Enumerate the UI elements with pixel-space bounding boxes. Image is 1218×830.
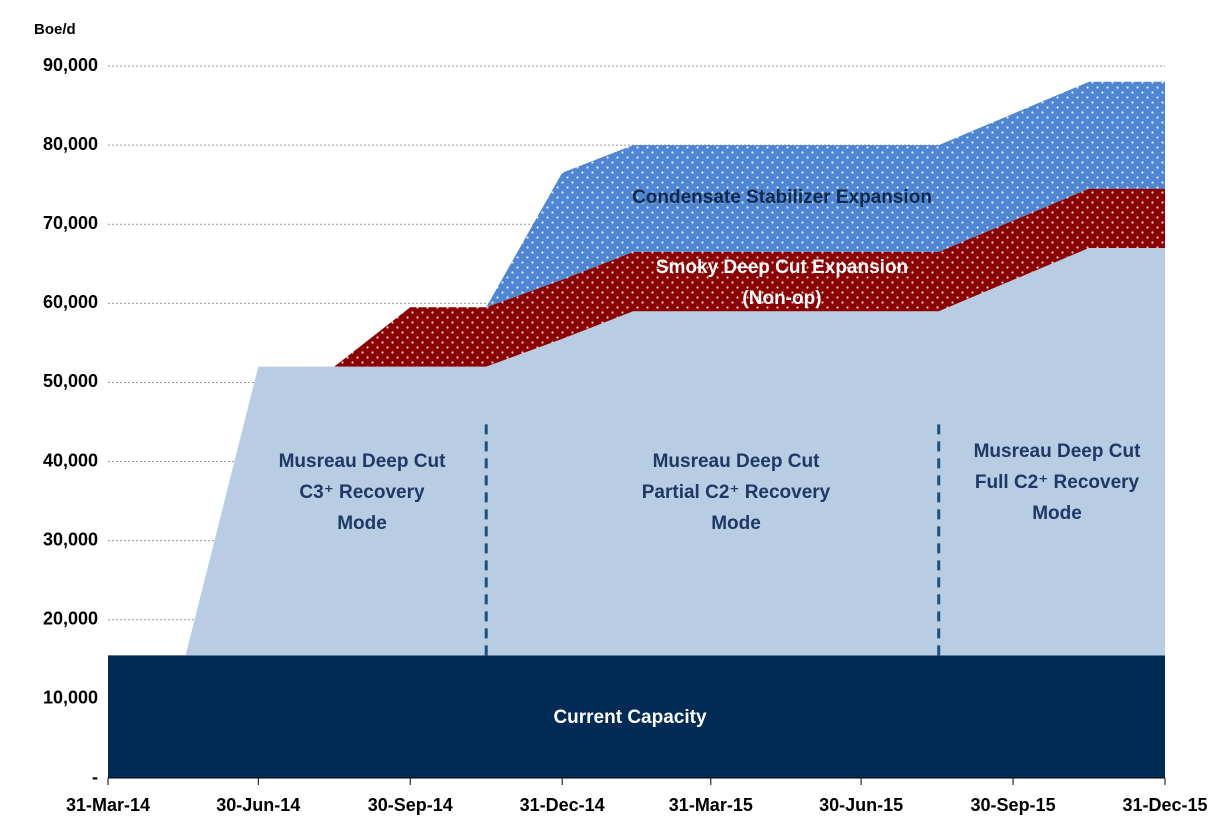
y-tick-label: 10,000	[43, 688, 98, 708]
y-tick-label: 60,000	[43, 292, 98, 312]
y-tick-label: -	[92, 767, 98, 787]
x-tick-label: 30-Jun-15	[819, 795, 903, 815]
series-label: Smoky Deep Cut Expansion	[656, 257, 908, 278]
x-tick-label: 31-Mar-14	[66, 795, 150, 815]
y-tick-label: 50,000	[43, 371, 98, 391]
y-tick-label: 90,000	[43, 55, 98, 75]
annotation: Partial C2⁺ Recovery	[642, 482, 831, 503]
x-tick-label: 30-Jun-14	[216, 795, 300, 815]
area	[108, 188, 1165, 656]
y-tick-label: 70,000	[43, 213, 98, 233]
annotation: Mode	[711, 513, 761, 534]
area	[108, 655, 1165, 778]
y-tick-label: 30,000	[43, 529, 98, 549]
annotation: Mode	[337, 513, 387, 534]
y-tick-label: 80,000	[43, 134, 98, 154]
x-tick-label: 31-Dec-14	[520, 795, 605, 815]
annotation: Musreau Deep Cut	[974, 441, 1141, 462]
x-tick-label: 31-Mar-15	[669, 795, 753, 815]
y-axis-label: Boe/d	[34, 21, 76, 38]
series-label: Condensate Stabilizer Expansion	[632, 187, 932, 208]
series-note: (Non-op)	[742, 288, 821, 309]
x-tick-label: 30-Sep-14	[368, 795, 453, 815]
series-label: Current Capacity	[553, 707, 707, 728]
y-tick-label: 20,000	[43, 609, 98, 629]
annotation: Mode	[1032, 503, 1082, 524]
annotation: Full C2⁺ Recovery	[975, 472, 1140, 493]
annotation: C3⁺ Recovery	[299, 482, 425, 503]
area	[108, 248, 1165, 656]
x-tick-label: 31-Dec-15	[1122, 795, 1207, 815]
y-tick-label: 40,000	[43, 450, 98, 470]
area	[108, 81, 1165, 656]
annotation: Musreau Deep Cut	[653, 451, 820, 472]
annotation: Musreau Deep Cut	[279, 451, 446, 472]
x-tick-label: 30-Sep-15	[971, 795, 1056, 815]
